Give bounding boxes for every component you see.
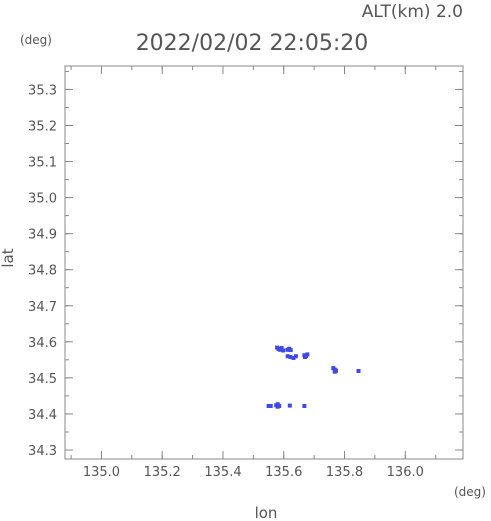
data-point <box>285 354 290 359</box>
data-points <box>266 345 361 409</box>
y-tick-label: 34.3 <box>28 444 57 459</box>
x-unit-label: (deg) <box>454 485 486 499</box>
data-point <box>288 355 293 359</box>
y-tick-label: 34.5 <box>28 372 57 387</box>
x-tick-label: 135.6 <box>265 465 302 480</box>
y-tick-label: 34.7 <box>28 300 57 315</box>
data-point <box>303 355 307 359</box>
axis-ticks: 135.0 135.2 135.4 135.6 135.8 136.0 34.3 34.4 34… <box>28 66 463 480</box>
x-tick-label: 135.4 <box>204 465 241 480</box>
data-point <box>293 354 298 359</box>
x-tick-label: 136.0 <box>387 465 424 480</box>
data-point <box>279 346 284 350</box>
y-axis-label: lat <box>0 248 17 267</box>
y-tick-label: 34.4 <box>28 408 57 423</box>
data-point <box>305 352 310 357</box>
x-tick-label: 135.2 <box>144 465 181 480</box>
y-tick-label: 34.6 <box>28 336 57 351</box>
data-point <box>356 369 361 373</box>
y-tick-label: 34.9 <box>28 228 57 243</box>
plot-frame <box>64 65 464 460</box>
y-tick-label: 35.1 <box>28 156 57 171</box>
y-tick-label: 35.3 <box>28 83 57 98</box>
x-axis-label: lon <box>255 504 278 521</box>
x-tick-label: 135.0 <box>83 465 120 480</box>
chart-title: 2022/02/02 22:05:20 <box>136 31 369 56</box>
data-point <box>287 403 292 408</box>
data-point <box>288 348 293 353</box>
data-point <box>291 356 296 360</box>
data-point <box>266 404 271 408</box>
data-point <box>281 348 286 353</box>
data-point <box>268 404 273 408</box>
data-point <box>302 404 307 408</box>
data-point <box>332 369 337 374</box>
y-tick-label: 34.8 <box>28 264 57 279</box>
altitude-label: ALT(km) 2.0 <box>362 2 463 22</box>
y-tick-label: 35.0 <box>28 192 57 207</box>
y-unit-label: (deg) <box>20 33 52 47</box>
x-tick-label: 135.8 <box>326 465 363 480</box>
y-tick-label: 35.2 <box>28 119 57 134</box>
data-point <box>275 404 280 409</box>
